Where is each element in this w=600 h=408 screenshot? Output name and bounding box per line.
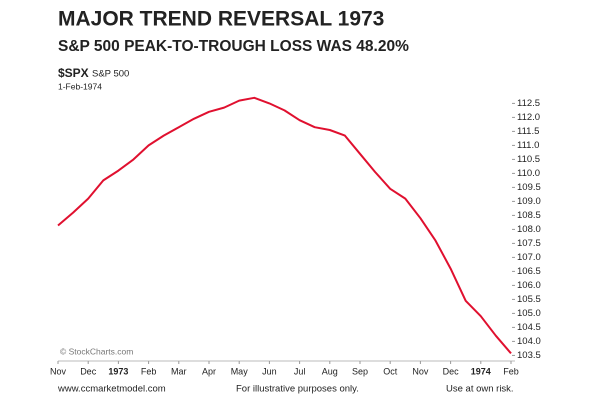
footer-text: For illustrative purposes only. [236, 384, 359, 395]
y-tick-label: 108.0 [517, 224, 541, 235]
price-line [57, 96, 512, 355]
y-tick-label: 103.5 [517, 350, 541, 361]
x-tick-label: Feb [503, 366, 519, 376]
x-tick-label: Jul [294, 366, 306, 376]
symbol-name: S&P 500 [92, 69, 129, 80]
y-tick-label: 112.0 [517, 112, 540, 123]
x-tick-label: Feb [141, 366, 157, 376]
y-tick-label: 104.5 [517, 322, 541, 333]
x-tick-label: Jun [262, 366, 277, 376]
x-tick-label: Aug [322, 366, 338, 376]
chart-title: MAJOR TREND REVERSAL 1973 [58, 8, 384, 31]
symbol: $SPX [58, 66, 89, 80]
x-tick-label: Apr [202, 366, 216, 376]
y-tick-label: 106.5 [517, 266, 541, 277]
x-tick-label: Sep [352, 366, 368, 376]
x-tick-label: Oct [383, 366, 398, 376]
x-tick-label: Dec [443, 366, 460, 376]
y-tick-label: 112.5 [517, 98, 540, 109]
y-tick-label: 108.5 [517, 210, 541, 221]
x-tick-label: 1974 [471, 366, 491, 376]
x-tick-label: Dec [80, 366, 97, 376]
y-tick-label: 105.0 [517, 308, 541, 319]
y-tick-label: 110.0 [517, 168, 540, 179]
y-tick-label: 106.0 [517, 280, 541, 291]
x-tick-label: May [231, 366, 249, 376]
chart-subtitle: S&P 500 PEAK-TO-TROUGH LOSS WAS 48.20% [58, 38, 409, 55]
y-tick-label: 111.5 [517, 126, 539, 137]
y-tick-label: 110.5 [517, 154, 540, 165]
y-tick-label: 104.0 [517, 336, 541, 347]
date: 1-Feb-1974 [58, 81, 102, 91]
footer-text: www.ccmarketmodel.com [57, 384, 166, 395]
watermark: © StockCharts.com [60, 346, 133, 356]
footer-text: Use at own risk. [446, 384, 514, 395]
y-tick-label: 109.0 [517, 196, 541, 207]
x-tick-label: Nov [412, 366, 429, 376]
y-tick-label: 107.5 [517, 238, 541, 249]
x-tick-label: Mar [171, 366, 187, 376]
y-tick-label: 109.5 [517, 182, 541, 193]
x-tick-label: 1973 [108, 366, 128, 376]
y-tick-label: 105.5 [517, 294, 541, 305]
y-tick-label: 111.0 [517, 140, 539, 151]
x-tick-label: Nov [50, 366, 67, 376]
y-tick-label: 107.0 [517, 252, 541, 263]
